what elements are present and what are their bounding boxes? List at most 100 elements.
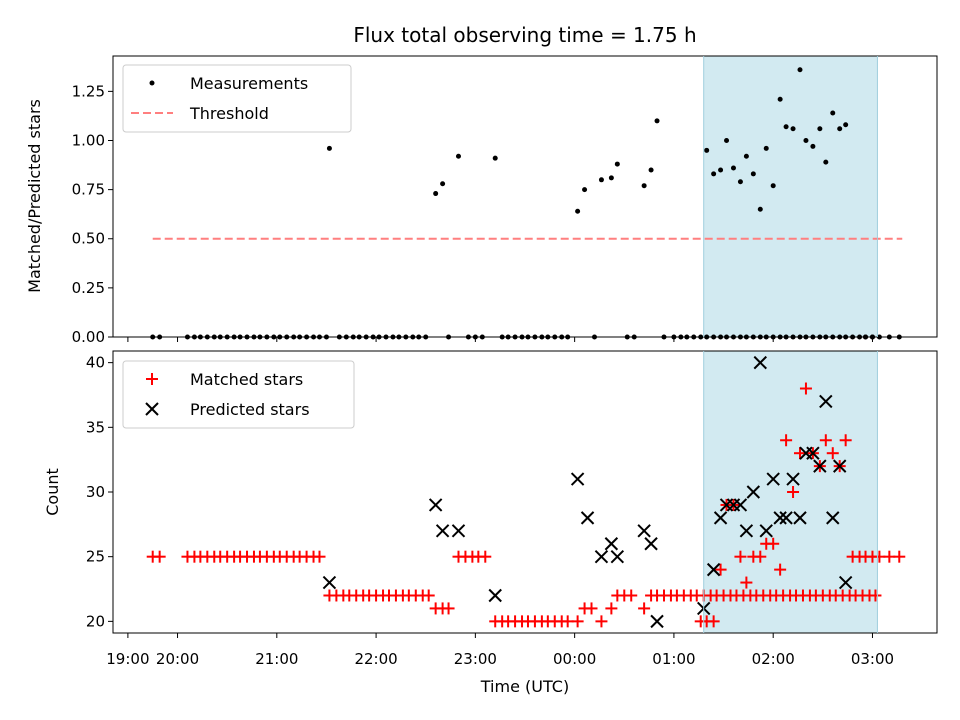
matched-point [799,382,812,395]
bottom-x-ticks: 19:00 20:00 21:00 22:00 23:00 00:00 01:00 02:00… [106,633,894,668]
predicted-point [813,459,827,473]
matched-point [605,602,618,615]
predicted-point [594,549,609,564]
x-tick-label: 23:00 [454,650,497,668]
legend-measurements-label: Measurements [190,74,308,93]
matched-point [780,434,793,447]
measurement-point [598,177,604,183]
matched-point [422,589,435,602]
matched-point [714,563,727,576]
measurement-point [763,145,769,151]
y-tick-label: 0.50 [72,230,105,248]
predicted-point [644,537,658,551]
y-tick-label: 1.25 [72,82,105,100]
matched-point [869,589,882,602]
matched-point [787,486,800,498]
predicted-point [428,498,443,512]
measurement-point [704,147,710,153]
measurement-point [803,137,809,143]
top-legend-box [122,64,352,133]
matched-point [826,447,839,460]
measurement-point [582,187,588,193]
y-tick-label: 35 [86,418,105,436]
predicted-point [753,355,767,370]
x-axis-label: Time (UTC) [480,677,569,696]
legend-predicted-label: Predicted stars [190,400,310,419]
measurement-point [641,183,647,189]
predicted-point [826,511,840,525]
matched-point [839,434,852,447]
measurement-point [455,153,461,159]
bottom-y-axis-label: Count [43,468,62,516]
measurement-point [743,153,749,159]
measurement-point [440,181,446,187]
measurement-point [730,165,736,171]
legend-threshold-label: Threshold [189,104,269,123]
y-tick-label: 0.75 [72,181,105,199]
top-y-axis-label: Matched/Predicted stars [25,99,44,293]
matched-point [585,602,598,615]
y-tick-label: 30 [86,483,105,501]
measurement-point [724,137,730,143]
y-tick-label: 0.25 [72,279,105,297]
predicted-point [604,537,619,551]
top-x-ticks [127,337,873,342]
chart-title: Flux total observing time = 1.75 h [353,23,696,47]
bottom-legend: Matched stars Predicted stars [122,360,355,429]
measurement-point [326,145,332,151]
measurement-point [830,110,836,116]
matched-point [740,576,753,589]
predicted-point [706,562,721,577]
matched-point [893,550,906,563]
predicted-point [580,511,595,525]
measurement-point [837,126,843,132]
measurement-point [770,183,776,189]
measurement-point [433,191,439,197]
bottom-marks [146,355,906,629]
matched-point [595,615,608,628]
measurement-point [823,159,829,165]
predicted-point [713,511,728,525]
measurement-point [654,118,660,124]
predicted-point [819,394,833,409]
measurement-point [757,206,763,212]
x-tick-label: 19:00 [106,650,149,668]
x-tick-label: 21:00 [255,650,298,668]
matched-point [479,550,492,563]
measurement-point [797,67,803,73]
predicted-point [766,472,780,486]
predicted-point [451,524,466,538]
measurement-point [737,179,743,185]
predicted-point [793,511,807,525]
bottom-legend-box [122,360,355,429]
predicted-point [637,524,651,538]
y-tick-label: 0.00 [72,328,105,346]
y-tick-label: 40 [86,354,105,372]
x-tick-label: 00:00 [553,650,596,668]
top-legend: Measurements Threshold [122,64,352,133]
x-tick-label: 20:00 [156,650,199,668]
measurement-point [608,175,614,181]
measurement-point [648,167,654,173]
measurement-point [614,161,620,167]
y-tick-label: 20 [86,612,105,630]
predicted-point [739,524,754,538]
top-shaded-span [703,56,878,337]
measurement-point [750,171,756,177]
legend-predicted-marker [145,402,159,416]
measurement-point [711,171,717,177]
measurement-point [492,155,498,161]
predicted-point [610,549,625,564]
matched-point [442,602,455,615]
predicted-point [650,614,664,629]
matched-point [638,602,651,615]
predicted-point [759,524,773,538]
x-tick-label: 01:00 [652,650,695,668]
x-tick-label: 22:00 [354,650,397,668]
measurement-point [575,208,581,214]
predicted-point [806,446,820,460]
matched-point [571,615,584,628]
legend-matched-label: Matched stars [190,370,303,389]
predicted-point [786,472,800,486]
